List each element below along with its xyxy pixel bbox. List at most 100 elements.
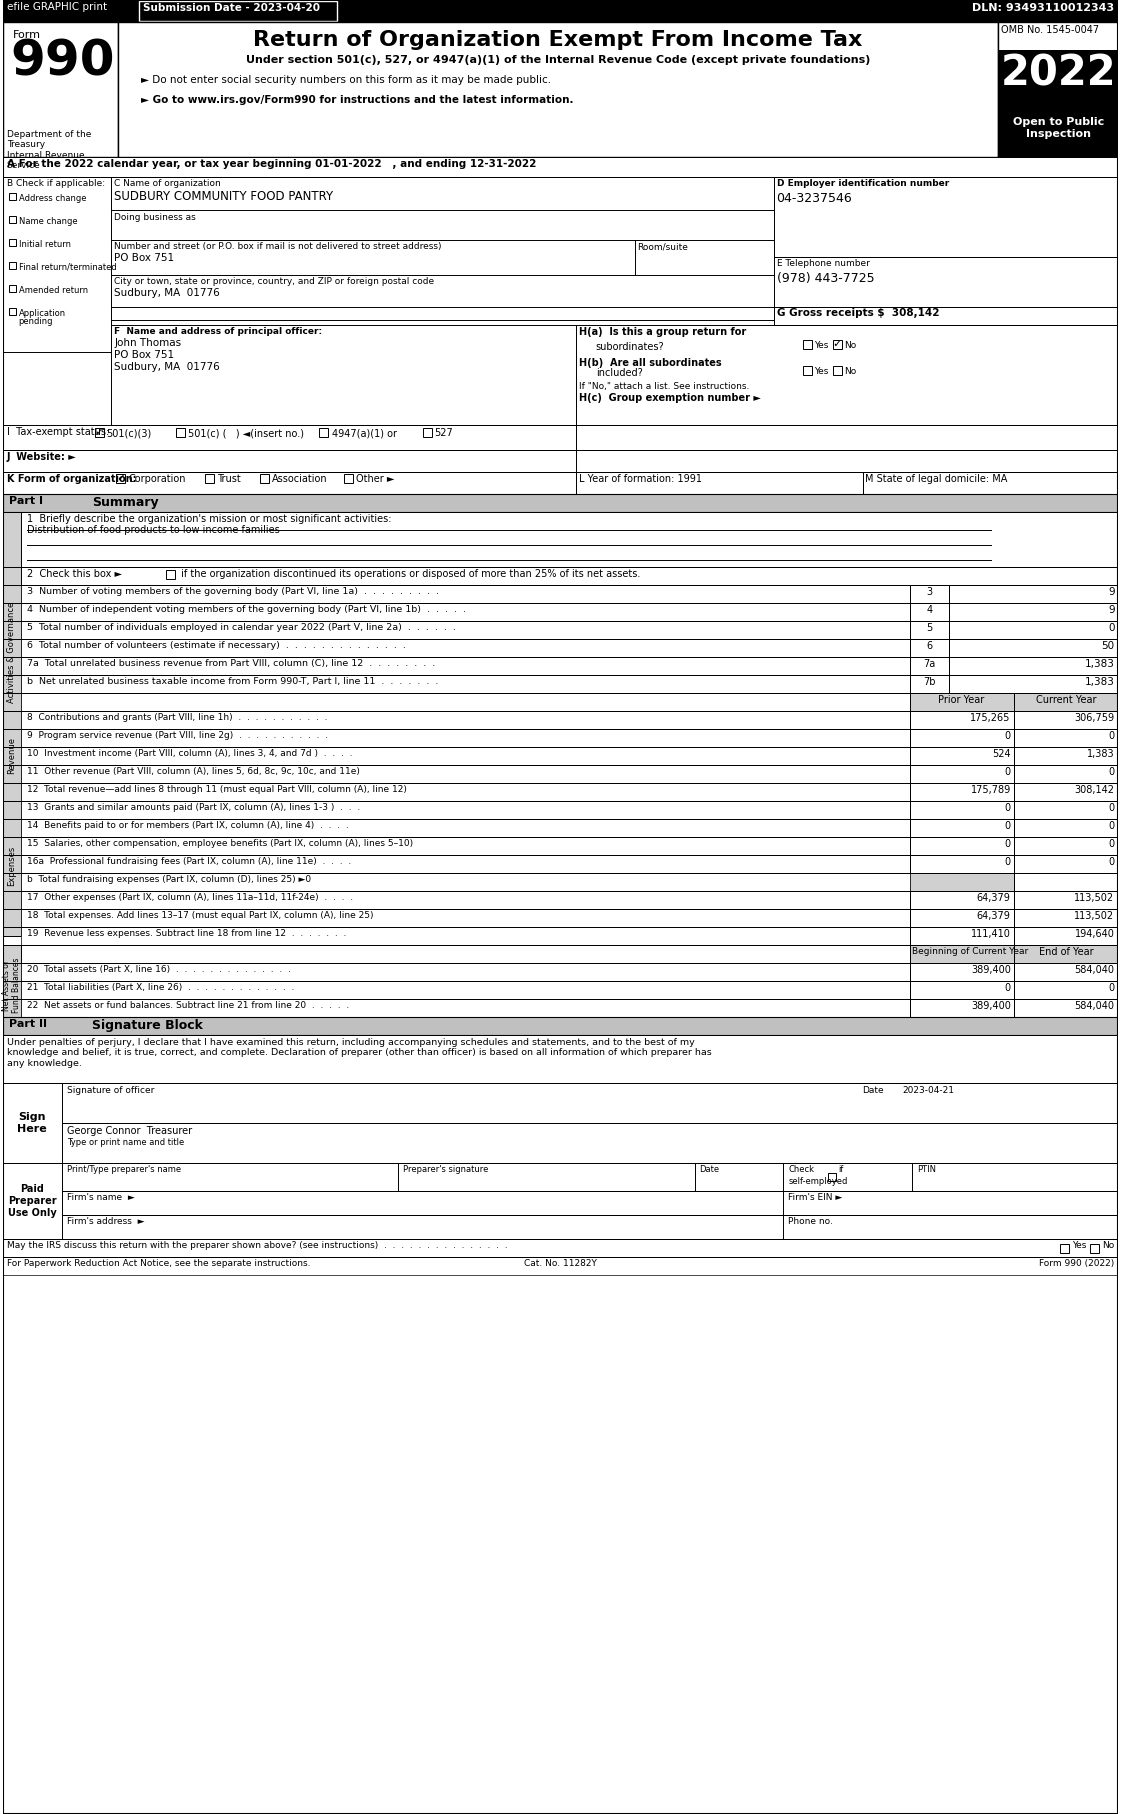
Bar <box>62 1083 1119 1123</box>
Text: M State of legal domicile: MA: M State of legal domicile: MA <box>866 473 1008 484</box>
Bar <box>20 602 910 620</box>
Text: 18  Total expenses. Add lines 13–17 (must equal Part IX, column (A), line 25): 18 Total expenses. Add lines 13–17 (must… <box>27 911 374 920</box>
Bar <box>773 307 1119 325</box>
Bar <box>910 639 949 657</box>
Bar <box>863 472 1119 493</box>
Bar <box>20 711 910 729</box>
Bar <box>20 675 910 693</box>
Bar <box>1014 945 1119 963</box>
Bar <box>9 216 16 223</box>
Bar <box>910 784 1014 802</box>
Bar <box>9 192 16 200</box>
Bar <box>422 428 431 437</box>
Text: PTIN: PTIN <box>917 1165 936 1174</box>
Text: 0: 0 <box>1005 822 1010 831</box>
Bar <box>1014 729 1119 747</box>
Text: 0: 0 <box>1109 840 1114 849</box>
Text: Current Year: Current Year <box>1035 695 1096 706</box>
Text: 20  Total assets (Part X, line 16)  .  .  .  .  .  .  .  .  .  .  .  .  .  .: 20 Total assets (Part X, line 16) . . . … <box>27 965 291 974</box>
Text: 113,502: 113,502 <box>1075 911 1114 922</box>
Bar <box>1014 873 1119 891</box>
Bar <box>20 620 910 639</box>
Text: PO Box 751: PO Box 751 <box>114 252 175 263</box>
Bar <box>2 802 20 936</box>
Bar <box>828 1174 835 1181</box>
Bar <box>20 945 910 963</box>
Text: B Check if applicable:: B Check if applicable: <box>7 180 105 189</box>
Bar <box>910 693 1014 711</box>
Text: Firm's EIN ►: Firm's EIN ► <box>788 1194 842 1203</box>
Text: I  Tax-exempt status:: I Tax-exempt status: <box>7 426 108 437</box>
Bar <box>20 873 910 891</box>
Bar <box>62 1192 1119 1215</box>
Text: A For the 2022 calendar year, or tax year beginning 01-01-2022   , and ending 12: A For the 2022 calendar year, or tax yea… <box>7 160 536 169</box>
Text: 7a: 7a <box>924 658 936 669</box>
Bar <box>205 473 215 483</box>
Bar <box>949 657 1119 675</box>
Text: 111,410: 111,410 <box>971 929 1010 940</box>
Bar <box>2 1239 1119 1257</box>
Text: Prior Year: Prior Year <box>938 695 984 706</box>
Bar <box>2 493 1119 512</box>
Text: 5: 5 <box>927 622 933 633</box>
Bar <box>2 472 576 493</box>
Bar <box>2 22 119 158</box>
Bar <box>910 927 1014 945</box>
Text: 11  Other revenue (Part VIII, column (A), lines 5, 6d, 8c, 9c, 10c, and 11e): 11 Other revenue (Part VIII, column (A),… <box>27 767 360 776</box>
Text: 194,640: 194,640 <box>1075 929 1114 940</box>
Bar <box>20 568 1119 584</box>
Text: Trust: Trust <box>217 473 240 484</box>
Text: self-employed: self-employed <box>788 1177 848 1186</box>
Bar <box>2 178 112 352</box>
Text: J  Website: ►: J Website: ► <box>7 452 77 463</box>
Bar <box>2 424 576 450</box>
Text: 2  Check this box ►: 2 Check this box ► <box>27 570 122 579</box>
Text: Summary: Summary <box>91 495 158 510</box>
Text: Other ►: Other ► <box>356 473 394 484</box>
Bar <box>2 450 576 472</box>
Text: Association: Association <box>272 473 327 484</box>
Text: Print/Type preparer's name: Print/Type preparer's name <box>67 1165 181 1174</box>
Text: 0: 0 <box>1005 856 1010 867</box>
Bar <box>1014 766 1119 784</box>
Bar <box>949 602 1119 620</box>
Text: 7a  Total unrelated business revenue from Part VIII, column (C), line 12  .  .  : 7a Total unrelated business revenue from… <box>27 658 436 668</box>
Text: 8  Contributions and grants (Part VIII, line 1h)  .  .  .  .  .  .  .  .  .  .  : 8 Contributions and grants (Part VIII, l… <box>27 713 327 722</box>
Bar <box>998 22 1119 158</box>
Bar <box>576 472 863 493</box>
Bar <box>20 854 910 873</box>
Text: G Gross receipts $  308,142: G Gross receipts $ 308,142 <box>777 308 939 317</box>
Text: 2022: 2022 <box>1000 53 1115 94</box>
Bar <box>1014 836 1119 854</box>
Text: 3: 3 <box>927 588 933 597</box>
Text: Activities & Governance: Activities & Governance <box>7 602 16 702</box>
Text: 15  Salaries, other compensation, employee benefits (Part IX, column (A), lines : 15 Salaries, other compensation, employe… <box>27 840 413 847</box>
Bar <box>20 784 910 802</box>
Text: included?: included? <box>596 368 642 377</box>
Text: 175,789: 175,789 <box>971 785 1010 795</box>
Text: Yes: Yes <box>814 341 829 350</box>
Text: Final return/terminated: Final return/terminated <box>18 263 116 272</box>
Text: D Employer identification number: D Employer identification number <box>777 180 948 189</box>
Text: ✓: ✓ <box>95 428 104 437</box>
Text: Corporation: Corporation <box>129 473 186 484</box>
Text: May the IRS discuss this return with the preparer shown above? (see instructions: May the IRS discuss this return with the… <box>7 1241 507 1250</box>
Bar <box>2 512 1119 568</box>
Text: pending: pending <box>18 317 53 327</box>
Text: Doing business as: Doing business as <box>114 212 196 221</box>
Text: Preparer's signature: Preparer's signature <box>403 1165 489 1174</box>
Text: 9: 9 <box>1108 588 1114 597</box>
Text: John Thomas: John Thomas <box>114 337 182 348</box>
Text: Expenses: Expenses <box>7 845 16 885</box>
Text: For Paperwork Reduction Act Notice, see the separate instructions.: For Paperwork Reduction Act Notice, see … <box>7 1259 310 1268</box>
Text: Distribution of food products to low income families: Distribution of food products to low inc… <box>27 524 280 535</box>
Text: Revenue: Revenue <box>7 738 16 775</box>
Bar <box>20 766 910 784</box>
Text: ► Do not enter social security numbers on this form as it may be made public.: ► Do not enter social security numbers o… <box>141 74 551 85</box>
Text: Check: Check <box>788 1165 814 1174</box>
Bar <box>910 1000 1014 1018</box>
Bar <box>576 424 1119 450</box>
Bar <box>910 675 949 693</box>
Text: 501(c) (   ) ◄(insert no.): 501(c) ( ) ◄(insert no.) <box>187 428 304 437</box>
Bar <box>910 945 1014 963</box>
